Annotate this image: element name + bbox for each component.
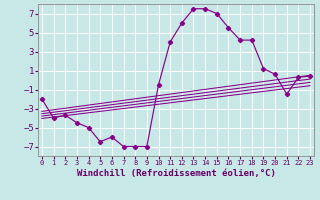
X-axis label: Windchill (Refroidissement éolien,°C): Windchill (Refroidissement éolien,°C) xyxy=(76,169,276,178)
